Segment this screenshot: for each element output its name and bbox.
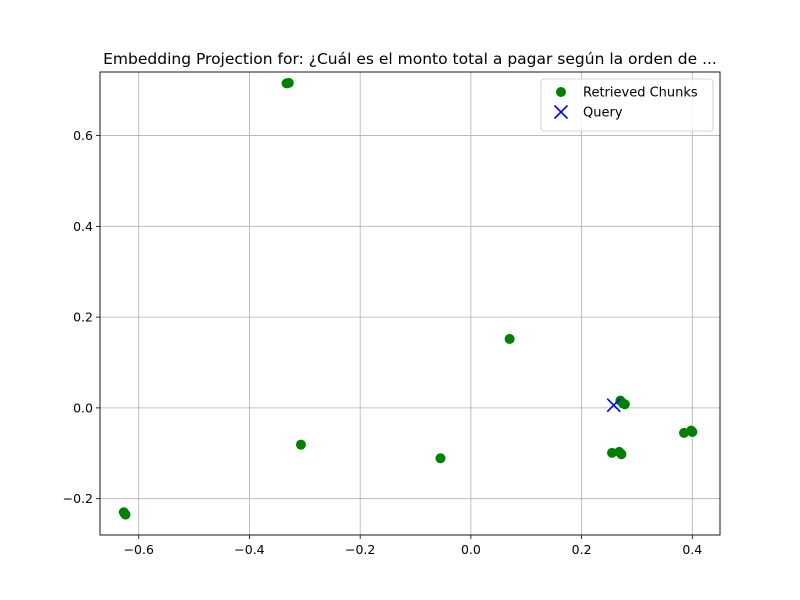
retrieved-chunk-point (616, 449, 627, 460)
retrieved-chunk-point (120, 509, 131, 520)
legend: Retrieved Chunks Query (540, 78, 714, 132)
y-tick-label: 0.6 (73, 128, 93, 143)
y-tick-label: −0.2 (63, 491, 93, 506)
query-point (606, 398, 621, 413)
x-tick-label: −0.4 (234, 542, 264, 557)
x-tick-label: −0.2 (345, 542, 375, 557)
y-tick-label: 0.4 (73, 219, 93, 234)
chart-title: Embedding Projection for: ¿Cuál es el mo… (103, 50, 717, 68)
plot-frame (99, 71, 721, 536)
y-tick-label: 0.0 (73, 400, 93, 415)
retrieved-chunk-point (619, 399, 630, 410)
x-tick-label: 0.4 (682, 542, 702, 557)
x-tick-label: 0.0 (461, 542, 481, 557)
x-tick-label: −0.6 (124, 542, 154, 557)
legend-label: Query (583, 106, 623, 121)
retrieved-chunk-point (687, 426, 698, 437)
legend-box (540, 78, 714, 132)
retrieved-chunk-point (283, 77, 294, 88)
query-point-stroke (606, 398, 621, 413)
legend-label: Retrieved Chunks (583, 86, 698, 101)
y-tick-label: 0.2 (73, 310, 93, 325)
retrieved-chunk-point (295, 439, 306, 450)
legend-chunk-marker (556, 87, 566, 97)
retrieved-chunk-point (435, 453, 446, 464)
legend-query-marker (553, 104, 569, 120)
retrieved-chunk-point (504, 333, 515, 344)
x-tick-label: 0.2 (572, 542, 592, 557)
